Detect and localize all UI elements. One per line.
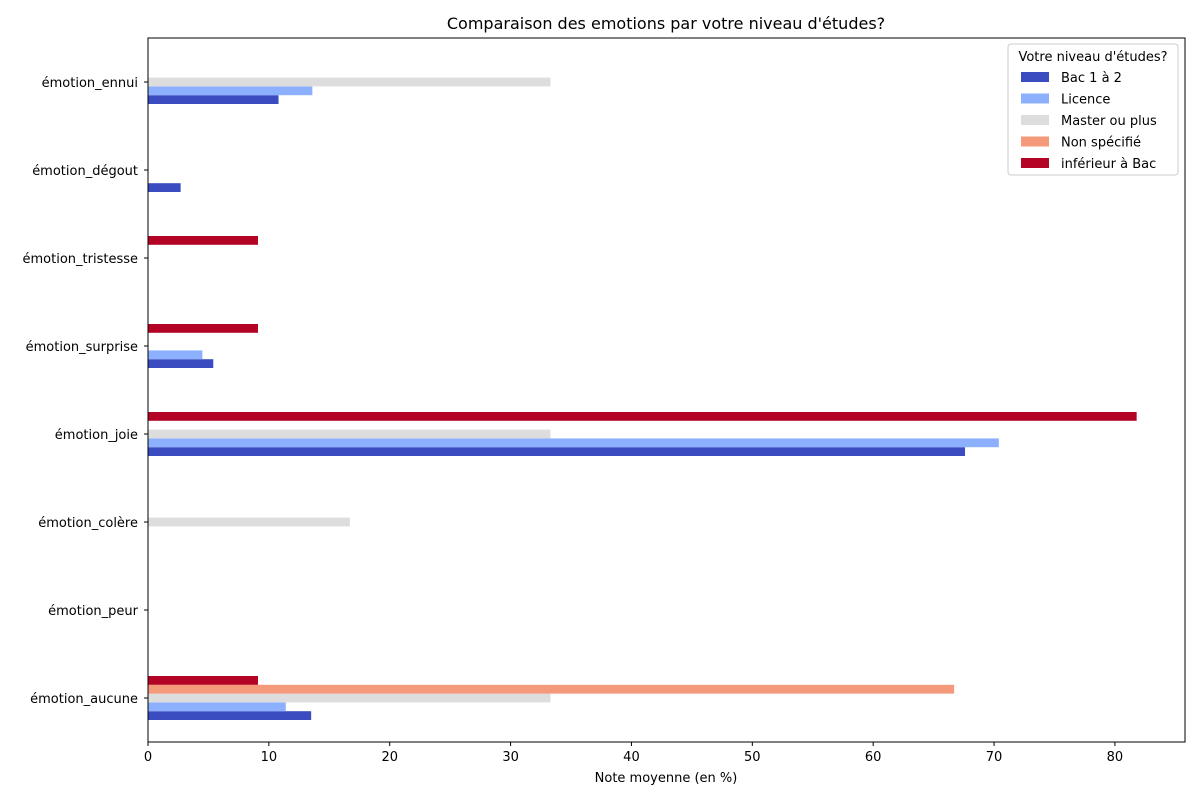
legend-swatch [1021,72,1049,82]
legend-label: Non spécifié [1061,136,1141,151]
x-tick-label: 70 [986,750,1003,765]
legend-title: Votre niveau d'études? [1018,50,1167,65]
x-tick-label: 50 [744,750,761,765]
x-tick-label: 80 [1107,750,1124,765]
bar [148,447,966,456]
bar [148,324,258,333]
bar [148,77,551,87]
bar [148,517,350,527]
x-tick-label: 20 [381,750,398,765]
x-tick-label: 10 [261,750,278,765]
x-tick-label: 30 [502,750,519,765]
legend: Votre niveau d'études? Bac 1 à 2 Licence M… [1007,43,1179,176]
bar [148,429,551,439]
bar [148,350,203,360]
x-tick-label: 0 [144,750,152,765]
y-tick-label: émotion_joie [55,428,138,443]
y-tick-label: émotion_colère [38,516,138,531]
y-axis: émotion_aucune émotion_peur émotion_colère… [23,76,148,707]
legend-label: Licence [1061,93,1110,108]
y-tick-label: émotion_dégout [32,164,138,179]
bar [148,86,313,96]
y-tick-label: émotion_surprise [26,340,138,355]
bar [148,702,286,712]
y-tick-label: émotion_tristesse [23,252,138,267]
legend-swatch [1021,115,1049,125]
legend-label: Master ou plus [1061,114,1157,129]
bar [148,412,1137,421]
legend-box [1007,43,1179,176]
plot-frame [147,37,1186,743]
bar [148,359,214,368]
bar [148,693,551,703]
x-axis-label: Note moyenne (en %) [595,771,738,786]
y-tick-label: émotion_ennui [42,76,138,91]
chart-title: Comparaison des emotions par votre nivea… [447,14,885,33]
bar [148,711,312,720]
bar [148,438,999,448]
legend-label: inférieur à Bac [1061,157,1156,172]
legend-swatch [1021,93,1049,104]
y-tick-label: émotion_aucune [30,692,138,707]
legend-swatch [1021,158,1049,168]
bars-group [148,77,1137,720]
legend-label: Bac 1 à 2 [1061,71,1122,86]
x-tick-label: 60 [865,750,882,765]
bar [148,95,279,104]
bar [148,684,955,694]
bar [148,183,181,192]
x-axis: 0 10 20 30 40 50 60 70 80 [144,742,1123,765]
bar [148,236,258,245]
x-tick-label: 40 [623,750,640,765]
bar [148,676,258,685]
legend-swatch [1021,136,1049,147]
y-tick-label: émotion_peur [48,604,139,619]
